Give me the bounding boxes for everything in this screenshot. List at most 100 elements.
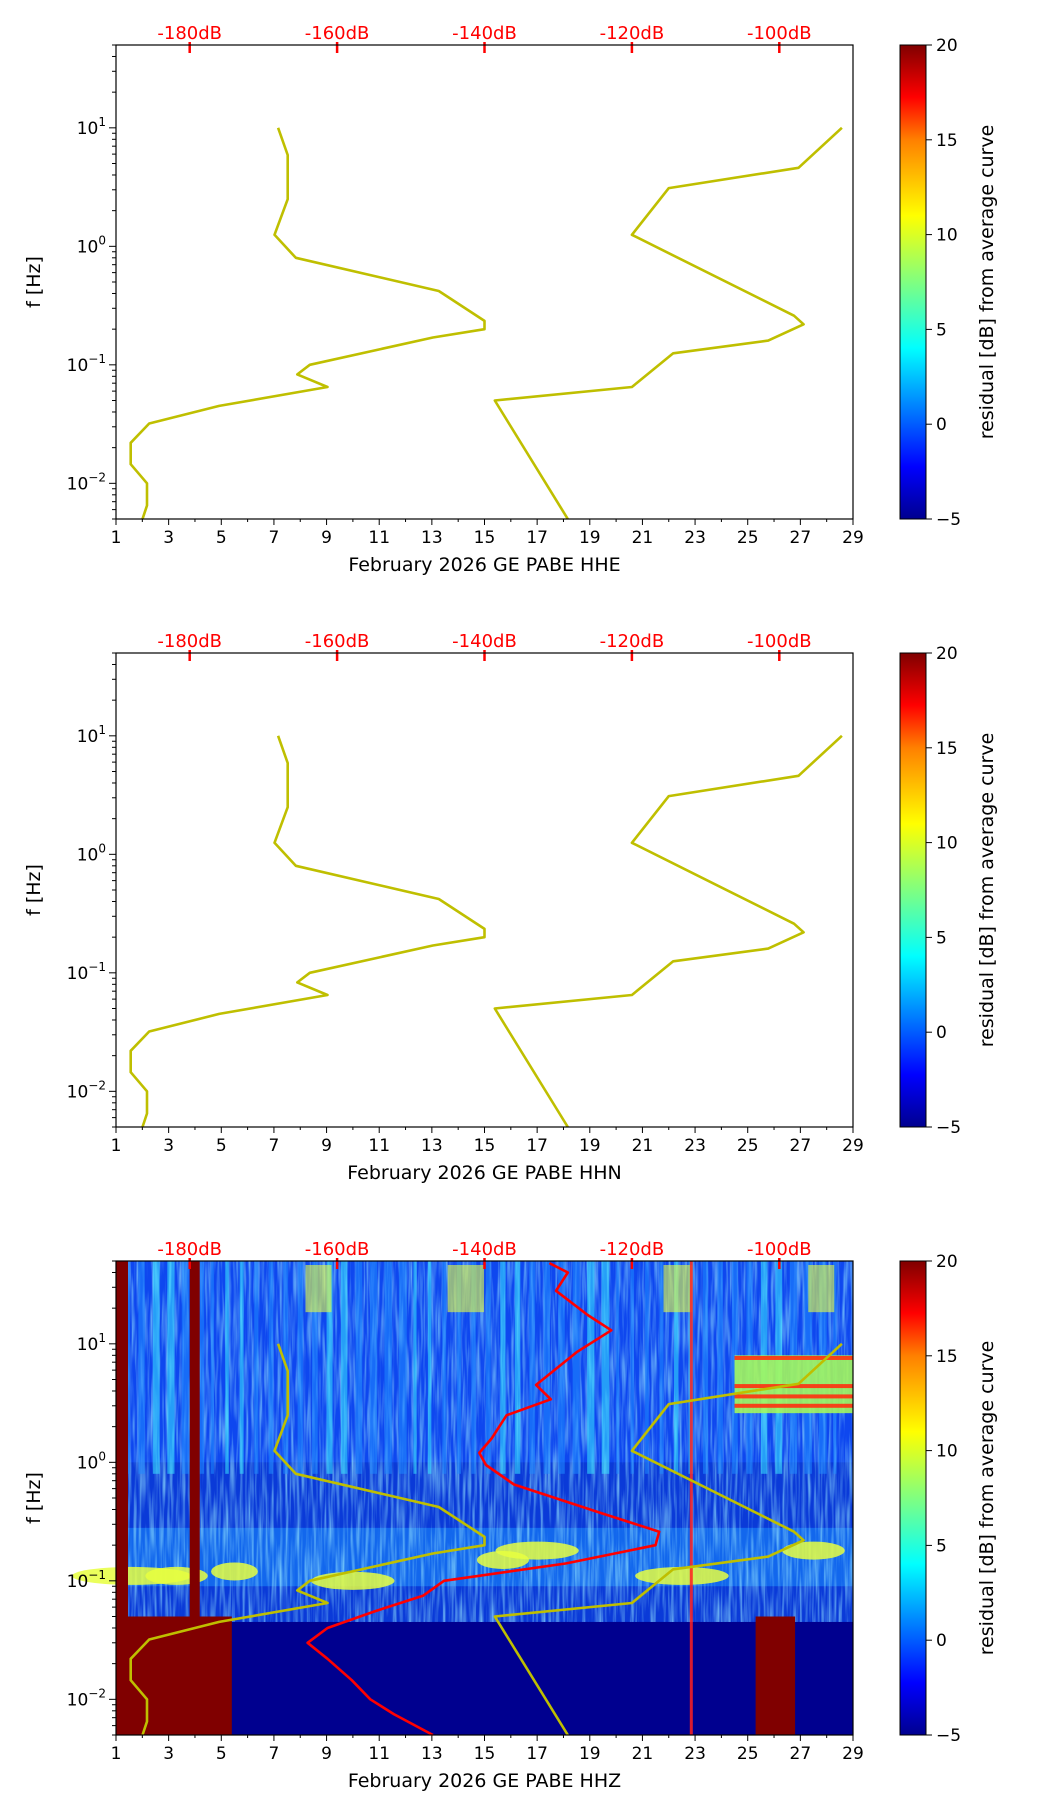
spectrogram-streak [152,1261,160,1474]
x-axis-label: February 2026 GE PABE HHZ [348,1770,621,1792]
spectrogram-streak [210,1261,214,1474]
spectrogram-warm-patch [311,1571,395,1590]
y-tick-label: 10−2 [67,1686,106,1710]
x-tick-label: 21 [632,1136,654,1156]
spectrogram-streak [239,1261,244,1474]
db-tick-label: -100dB [747,1239,812,1260]
y-tick-label: 100 [77,233,106,257]
x-tick-label: 25 [737,1744,759,1764]
spectrogram-streak [500,1261,506,1474]
y-axis-label: f [Hz] [23,1472,45,1524]
spectrogram-streak [326,1261,333,1474]
db-tick-label: -160dB [305,1239,370,1260]
colorbar-tick-label: 5 [936,1536,947,1556]
x-tick-label: 21 [632,528,654,548]
y-axis-label: f [Hz] [23,864,45,916]
db-tick-label: -120dB [600,631,665,652]
spectrogram-streak [717,1261,723,1474]
spectrogram-streak [312,1261,318,1474]
spectrogram-streak [456,1261,462,1474]
colorbar-gradient [899,652,927,1128]
x-tick-label: 19 [579,528,601,548]
spectrogram-streak [659,1261,664,1474]
y-tick-label: 100 [77,841,106,865]
y-tick-label: 101 [77,1331,106,1355]
plot-frame [115,44,854,520]
x-tick-label: 7 [269,1744,280,1764]
colorbar-gradient [899,44,927,520]
db-tick-label: -160dB [305,23,370,44]
y-tick-exponent: −2 [88,1686,106,1700]
y-tick-base: 10 [67,1572,89,1592]
spectrogram-streak [297,1261,303,1474]
x-tick-label: 5 [216,1136,227,1156]
y-tick-base: 10 [77,727,99,747]
y-tick-label: 100 [77,1449,106,1473]
spectrogram-lowfreq-zone [116,1621,853,1735]
x-tick-label: 29 [842,528,864,548]
spectrogram-streak [398,1261,407,1474]
spectrogram-streak [630,1261,634,1474]
colorbar-tick-label: 0 [936,1023,947,1043]
low-noise-model-line [129,1343,486,1736]
y-tick-exponent: −2 [88,470,106,484]
spectrogram-streak [529,1261,536,1474]
spectrogram-streak [702,1261,709,1474]
colorbar-tick-label: 10 [936,834,958,854]
low-noise-model-line [129,735,486,1128]
x-tick-label: 21 [632,1744,654,1764]
x-tick-label: 1 [111,1744,122,1764]
spectrogram-top-patch [663,1265,693,1313]
spectrogram-streak [645,1261,649,1474]
spectrogram-streak [543,1261,550,1474]
spectrogram-streak [514,1261,521,1474]
spectrogram-top-patch [808,1265,835,1313]
y-tick-exponent: 1 [98,1331,106,1345]
y-tick-base: 10 [67,964,89,984]
spectrogram-streak [355,1261,363,1474]
spectrogram-gap-block [116,1616,232,1735]
db-tick-label: -140dB [452,1239,517,1260]
spectrogram-hot-line [734,1384,853,1389]
colorbar-tick-label: 15 [936,1347,958,1367]
y-tick-base: 10 [67,1690,89,1710]
spectrogram-streak [225,1261,229,1474]
spectrogram-hot-line [734,1355,853,1360]
y-tick-base: 10 [67,474,89,494]
x-tick-label: 17 [526,1136,548,1156]
x-tick-label: 1 [111,528,122,548]
spectrogram-top-patch [305,1265,332,1313]
spectrogram-streak [587,1261,595,1474]
high-noise-model-line [493,734,843,1128]
y-tick-base: 10 [77,845,99,865]
plot-frame [115,652,854,1128]
db-tick-label: -140dB [452,23,517,44]
spectrogram-gap-block [755,1616,796,1735]
y-tick-base: 10 [67,1082,89,1102]
x-tick-label: 5 [216,1744,227,1764]
spectrogram-streak [572,1261,580,1474]
x-tick-label: 29 [842,1744,864,1764]
colorbar-label: residual [dB] from average curve [976,125,998,440]
x-tick-label: 11 [368,1744,390,1764]
spectrogram-gap-strip [189,1261,200,1617]
spectrogram-streak [442,1261,447,1474]
colorbar-tick-label: 15 [936,131,958,151]
spectrogram-streak [254,1261,259,1474]
spectrogram-streak [485,1261,491,1474]
hhz-median-psd-line [306,1261,661,1737]
y-tick-base: 10 [77,237,99,257]
x-tick-label: 13 [421,1744,443,1764]
x-tick-label: 13 [421,528,443,548]
spectrogram-streak [616,1261,620,1474]
db-tick-label: -140dB [452,631,517,652]
y-tick-exponent: 1 [98,115,106,129]
x-tick-label: 15 [474,1744,496,1764]
colorbar-label: residual [dB] from average curve [976,733,998,1048]
colorbar: 20 15 10 5 0 −5 residual [dB] from average cur… [899,1252,998,1746]
x-axis-label: February 2026 GE PABE HHN [347,1162,622,1184]
x-tick-label: 3 [163,1744,174,1764]
spectrogram-streak [427,1261,432,1474]
x-tick-label: 3 [163,528,174,548]
